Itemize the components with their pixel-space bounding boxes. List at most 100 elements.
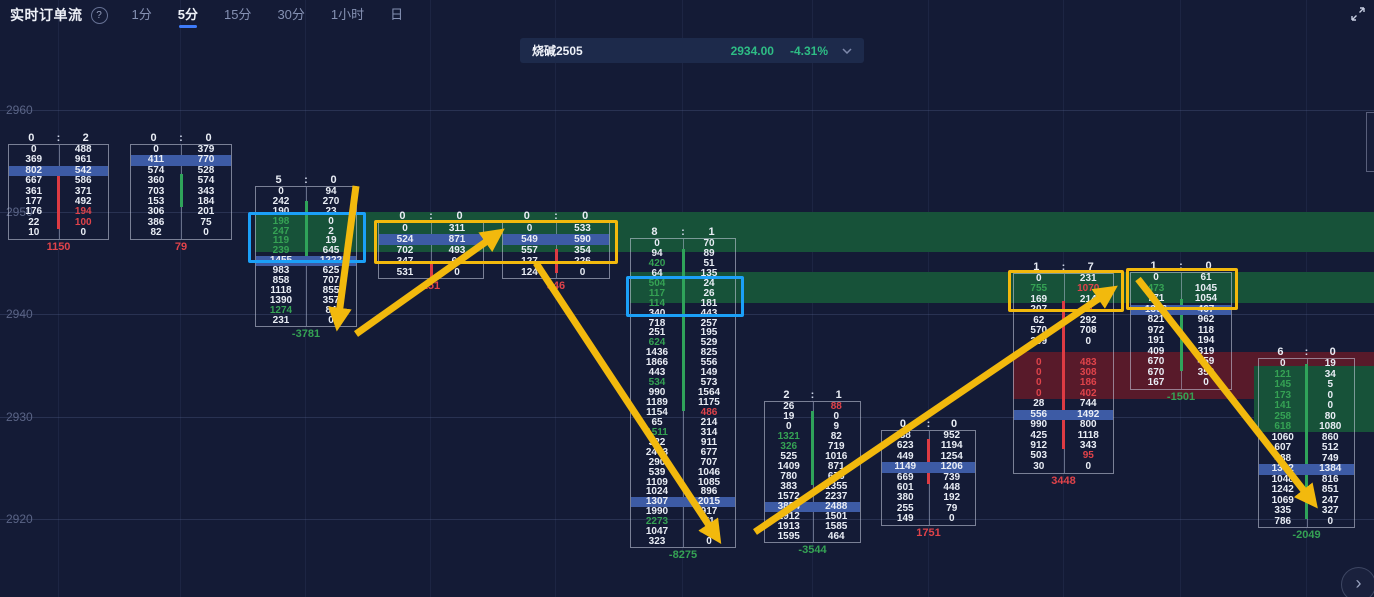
header-bid-count: 5 [275,174,282,186]
price-row: 153 184 [131,195,231,207]
header-separator: : [1179,260,1183,272]
ask-cell: 574 [197,175,215,187]
bid-cell: 10 [28,227,40,239]
ask-cell: 343 [197,185,215,197]
bid-cell: 177 [25,195,43,207]
price-row: 239 645 [256,246,356,256]
header-bid-count: 8 [651,226,658,238]
bid-cell: 335 [1274,505,1292,516]
next-page-button[interactable]: › [1341,567,1374,597]
price-row: 1069 247 [1259,495,1354,507]
price-row: 242 270 [256,195,356,207]
expand-icon[interactable] [1350,6,1366,22]
price-row: 149 0 [882,513,975,524]
price-axis-label: 2920 [6,512,33,526]
poc-row: 411 770 [131,154,231,166]
header-bid-count: 0 [28,132,35,144]
bid-cell: 360 [147,175,165,187]
bid-cell: 386 [147,216,165,228]
price-row: 670 459 [1131,356,1231,368]
tab-30min[interactable]: 30分 [277,7,305,22]
header-ask-count: 1 [708,226,715,238]
footprint-column: 0:0 0 379 411 770 574 528 360 574 703 343 153 184 306… [130,132,232,253]
price-row: 821 962 [1131,314,1231,326]
price-row: 972 118 [1131,325,1231,337]
bid-cell: 618 [1274,421,1292,432]
price-row: 190 23 [256,205,356,217]
bid-cell: 557 [521,245,538,256]
price-row: 858 707 [256,276,356,286]
highlight-box-yellow [1008,270,1124,312]
ask-cell: 0 [1327,400,1334,411]
bid-cell: 0 [402,223,408,234]
price-row: 503 95 [1014,450,1113,461]
ask-cell: 528 [197,164,215,176]
poc-row: 802 542 [9,164,108,177]
bid-cell: 30 [1033,460,1045,472]
column-delta: 1751 [916,526,941,539]
help-icon[interactable]: ? [90,6,108,24]
bid-cell: 153 [147,195,165,207]
ask-cell: 201 [197,206,215,218]
price-axis-label: 2950 [6,205,33,219]
bid-cell: 306 [147,206,165,218]
ask-cell: 0 [1327,515,1334,527]
tab-day[interactable]: 日 [390,7,404,22]
poc-row: 556 1492 [1014,409,1113,421]
price-row: 1409 871 [765,462,860,472]
column-delta: 151 [421,280,441,292]
price-row: 409 319 [1131,346,1231,358]
price-row: 22 100 [9,217,108,228]
ask-cell: 1080 [1319,421,1342,432]
price-row: 0 186 [1014,377,1113,388]
bid-cell: 209 [1030,335,1048,347]
bid-cell: 242 [272,195,290,207]
price-row: 670 350 [1131,367,1231,379]
contract-selector[interactable]: 烧碱2505 2934.00 -4.31% [520,38,864,63]
ask-cell: 0 [579,267,586,278]
highlight-box-blue [248,212,366,263]
ask-cell: 590 [574,234,591,245]
bid-cell: 411 [147,154,165,166]
bid-cell: 821 [1147,314,1165,325]
price-row: 669 739 [882,472,975,483]
column-header: 1: 0 [1131,260,1231,272]
bid-cell: 539 [648,466,666,478]
tab-1min[interactable]: 1分 [131,7,152,22]
header-bid-count: 0 [399,210,406,222]
column-delta: -8275 [668,549,698,562]
ask-cell: 270 [322,195,340,207]
ask-cell: 311 [448,223,466,234]
bid-cell: 124 [521,267,538,278]
ask-cell: 0 [203,227,209,239]
tab-5min[interactable]: 5分 [178,0,198,30]
ask-cell: 851 [1321,484,1339,495]
column-header: 0: 0 [503,210,609,222]
ask-cell: 0 [328,314,334,326]
header-separator: : [681,226,685,238]
tab-1hour[interactable]: 1小时 [330,7,365,22]
price-row: 1154 486 [631,407,735,418]
price-row: 335 327 [1259,505,1354,517]
bid-cell: 323 [648,536,666,548]
header-separator: : [429,210,433,222]
header-separator: : [926,418,931,430]
ask-cell: 0 [1085,460,1092,472]
price-row: 0 402 [1014,388,1113,399]
price-row: 124 0 [503,267,609,278]
ask-cell [1064,347,1114,357]
price-row: 380 192 [882,492,975,503]
bid-cell: 1274 [269,304,293,316]
bid-cell: 802 [25,164,43,176]
price-row: 607 512 [1259,442,1354,454]
column-header: 0: 0 [131,132,231,144]
price-row: 0 308 [1014,367,1113,378]
toolbar: 实时订单流 ? 1分 5分 15分 30分 1小时 日 [0,0,1374,30]
ask-cell: 23 [325,205,337,217]
column-header: 1: 7 [1014,261,1113,273]
delta-bar [57,173,60,229]
header-separator: : [304,174,308,186]
tab-15min[interactable]: 15分 [223,7,252,22]
price-row: 145 5 [1259,379,1354,391]
